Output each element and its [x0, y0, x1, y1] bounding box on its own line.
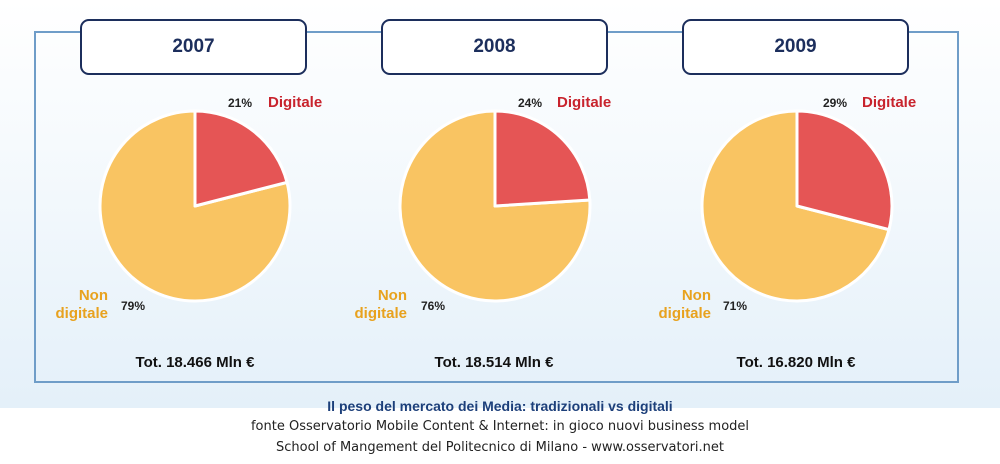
chart-caption-title: Il peso del mercato dei Media: tradizion…: [327, 398, 673, 414]
digitale-pct-2007: 21%: [228, 96, 253, 110]
digitale-lower-label-2009: digitale: [658, 305, 711, 322]
digitale-label-2008: Digitale: [557, 94, 612, 111]
non-label-2009: Non: [681, 287, 711, 304]
non-label-2007: Non: [78, 287, 108, 304]
non-digitale-label-2009: Non digitale: [658, 287, 711, 323]
pie-slice-digitale-2008: [493, 109, 592, 208]
total-2009: Tot. 16.820 Mln €: [736, 354, 856, 371]
pie-chart-2007: [98, 109, 292, 303]
digitale-lower-label-2008: digitale: [354, 305, 407, 322]
institution-line: School of Mangement del Politecnico di M…: [276, 440, 724, 455]
non-digitale-label-2008: Non digitale: [354, 287, 407, 323]
year-header-2008: 2008: [381, 19, 608, 75]
total-2007: Tot. 18.466 Mln €: [135, 354, 255, 371]
pie-slice-digitale-2007: [193, 109, 289, 208]
digitale-pct-2008: 24%: [518, 96, 543, 110]
digitale-lower-label-2007: digitale: [55, 305, 108, 322]
digitale-label-2007: Digitale: [268, 94, 323, 111]
digitale-label-2009: Digitale: [862, 94, 917, 111]
digitale-pct-2009: 29%: [823, 96, 848, 110]
pie-chart-2008: [398, 109, 592, 303]
pie-slice-digitale-2009: [795, 109, 894, 232]
non-digitale-pct-2007: 79%: [121, 299, 146, 313]
non-digitale-label-2007: Non digitale: [55, 287, 108, 323]
non-digitale-pct-2008: 76%: [421, 299, 446, 313]
pie-chart-2009: [700, 109, 894, 303]
non-label-2008: Non: [377, 287, 407, 304]
pie-slice-non-digitale-2007: [98, 109, 292, 303]
source-line: fonte Osservatorio Mobile Content & Inte…: [250, 419, 750, 434]
non-digitale-pct-2009: 71%: [723, 299, 748, 313]
year-header-2007: 2007: [80, 19, 307, 75]
total-2008: Tot. 18.514 Mln €: [434, 354, 554, 371]
year-header-2009: 2009: [682, 19, 909, 75]
pie-slice-non-digitale-2008: [398, 109, 592, 303]
